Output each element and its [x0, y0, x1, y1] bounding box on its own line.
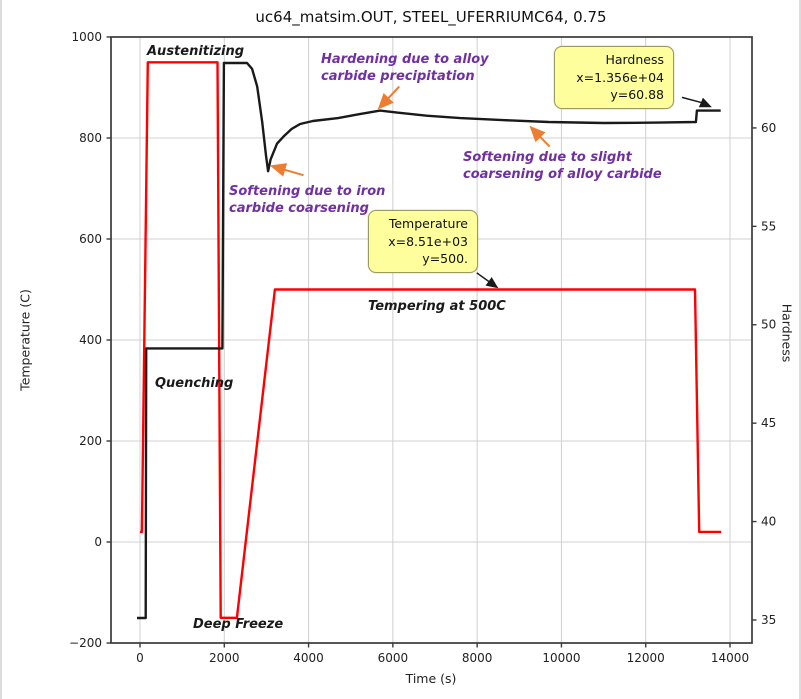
x-tick-label: 14000	[711, 651, 749, 665]
hardness-series-line	[137, 61, 721, 620]
y-left-tick-label: 600	[79, 232, 102, 246]
chart-title: uc64_matsim.OUT, STEEL_UFERRIUMC64, 0.75	[255, 8, 607, 26]
x-tick-label: 8000	[462, 651, 493, 665]
softening-iron-arrow	[269, 163, 304, 177]
y-right-tick-label: 55	[761, 219, 776, 233]
y-right-tick-label: 45	[761, 416, 776, 430]
annotation-quenching-label: Quenching	[155, 376, 234, 391]
window-edge-left	[0, 0, 2, 699]
x-axis-label-time: Time (s)	[405, 671, 457, 686]
y-left-tick-label: 0	[94, 535, 102, 549]
y-axis-label-temperature: Temperature (C)	[17, 289, 33, 391]
x-tick-label: 12000	[627, 651, 665, 665]
x-tick-label: 2000	[209, 651, 240, 665]
temperature-tooltip-arrow	[476, 272, 499, 289]
window-edge-right	[799, 0, 801, 699]
y-left-tick-label: 400	[79, 333, 102, 347]
y-left-tick-label: 200	[79, 434, 102, 448]
x-tick-label: 0	[136, 651, 144, 665]
x-tick-label: 4000	[293, 651, 324, 665]
x-tick-label: 10000	[542, 651, 580, 665]
annotation-deep-freeze-label: Deep Freeze	[193, 617, 284, 632]
annotation-austenitizing: Austenitizing	[147, 44, 245, 59]
annotation-softening-iron-label: Softening due to iron carbide coarsening	[229, 184, 386, 216]
y-right-tick-label: 60	[761, 121, 776, 135]
y-left-tick-label: 1000	[71, 30, 102, 44]
y-right-tick-label: 40	[761, 515, 776, 529]
hardness-tooltip-arrow	[681, 96, 712, 108]
cursor-tooltip-hardness[interactable]: Hardness x=1.356e+04 y=60.88	[554, 46, 674, 109]
softening-slight-arrow	[529, 125, 551, 148]
y-right-tick-label: 35	[761, 613, 776, 627]
annotation-tempering-label: Tempering at 500C	[368, 299, 506, 314]
temperature-series-line	[140, 61, 722, 619]
y-axis-label-hardness: Hardness	[779, 303, 795, 363]
hardening-arrow	[377, 85, 400, 110]
y-left-tick-label: 800	[79, 131, 102, 145]
cursor-tooltip-temperature[interactable]: Temperature x=8.51e+03 y=500.	[368, 210, 478, 273]
y-left-tick-label: −200	[69, 636, 102, 650]
annotation-softening-slight-label: Softening due to slight coarsening of al…	[463, 150, 662, 182]
x-tick-label: 6000	[378, 651, 409, 665]
y-right-tick-label: 50	[761, 318, 776, 332]
annotation-hardening-label: Hardening due to alloy carbide precipita…	[321, 52, 489, 84]
